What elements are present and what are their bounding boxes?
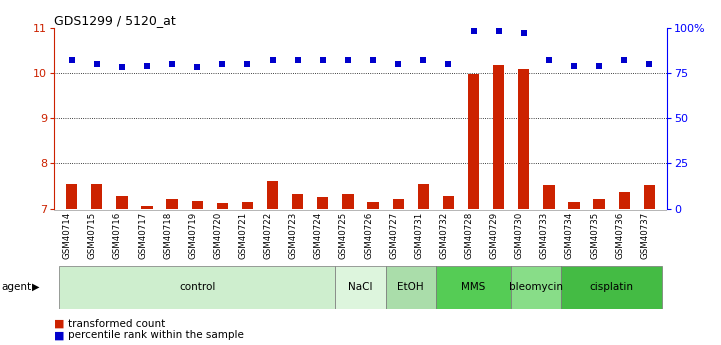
Bar — [468, 74, 479, 209]
Point — [543, 57, 554, 63]
Bar — [392, 199, 404, 209]
Text: ▶: ▶ — [32, 282, 39, 292]
Point — [242, 61, 253, 67]
Text: GSM40737: GSM40737 — [640, 212, 650, 259]
Bar — [368, 202, 379, 209]
Text: MMS: MMS — [461, 282, 486, 292]
Text: GSM40732: GSM40732 — [439, 212, 448, 259]
Text: cisplatin: cisplatin — [590, 282, 634, 292]
Point — [644, 61, 655, 67]
Bar — [342, 194, 353, 209]
Text: transformed count: transformed count — [68, 319, 166, 328]
Text: GSM40716: GSM40716 — [113, 212, 122, 259]
Point — [116, 65, 128, 70]
Bar — [66, 184, 77, 209]
Point — [367, 57, 379, 63]
Bar — [493, 65, 504, 209]
Point — [417, 57, 429, 63]
Text: control: control — [179, 282, 216, 292]
Bar — [335, 266, 386, 309]
Bar — [217, 203, 228, 209]
Text: GSM40720: GSM40720 — [213, 212, 222, 259]
Text: percentile rank within the sample: percentile rank within the sample — [68, 331, 244, 340]
Text: ■: ■ — [54, 319, 65, 328]
Bar — [317, 197, 329, 209]
Text: GSM40728: GSM40728 — [464, 212, 474, 259]
Point — [468, 28, 479, 34]
Text: GSM40717: GSM40717 — [138, 212, 147, 259]
Text: GSM40727: GSM40727 — [389, 212, 398, 259]
Bar — [543, 185, 554, 209]
Point — [267, 57, 278, 63]
Text: GSM40725: GSM40725 — [339, 212, 348, 259]
Point — [342, 57, 354, 63]
Text: ■: ■ — [54, 331, 65, 340]
Point — [141, 63, 153, 68]
Text: EtOH: EtOH — [397, 282, 424, 292]
Text: GSM40735: GSM40735 — [590, 212, 599, 259]
Text: GSM40726: GSM40726 — [364, 212, 373, 259]
Bar — [443, 196, 454, 209]
Point — [493, 28, 505, 34]
Text: NaCl: NaCl — [348, 282, 373, 292]
Point — [216, 61, 228, 67]
Text: GSM40724: GSM40724 — [314, 212, 323, 259]
Bar — [91, 184, 102, 209]
Bar — [593, 199, 605, 209]
Bar — [386, 266, 436, 309]
Bar — [242, 202, 253, 209]
Text: GSM40719: GSM40719 — [188, 212, 198, 259]
Point — [317, 57, 329, 63]
Bar — [167, 199, 178, 209]
Point — [518, 30, 529, 36]
Bar — [568, 202, 580, 209]
Point — [192, 65, 203, 70]
Text: agent: agent — [1, 282, 32, 292]
Text: GSM40731: GSM40731 — [415, 212, 423, 259]
Text: GSM40723: GSM40723 — [288, 212, 298, 259]
Text: GSM40734: GSM40734 — [565, 212, 574, 259]
Text: GSM40733: GSM40733 — [540, 212, 549, 259]
Bar — [192, 200, 203, 209]
Text: GDS1299 / 5120_at: GDS1299 / 5120_at — [54, 14, 176, 27]
Text: GSM40721: GSM40721 — [239, 212, 247, 259]
Point — [619, 57, 630, 63]
Text: GSM40730: GSM40730 — [515, 212, 523, 259]
Bar — [436, 266, 511, 309]
Text: GSM40736: GSM40736 — [615, 212, 624, 259]
Bar — [417, 184, 429, 209]
Bar — [59, 266, 335, 309]
Bar — [267, 181, 278, 209]
Text: bleomycin: bleomycin — [509, 282, 563, 292]
Bar — [644, 185, 655, 209]
Text: GSM40718: GSM40718 — [163, 212, 172, 259]
Bar — [292, 194, 304, 209]
Text: GSM40715: GSM40715 — [88, 212, 97, 259]
Point — [91, 61, 102, 67]
Point — [392, 61, 404, 67]
Bar — [518, 69, 529, 209]
Point — [167, 61, 178, 67]
Point — [443, 61, 454, 67]
Point — [66, 57, 77, 63]
Bar — [619, 191, 630, 209]
Text: GSM40722: GSM40722 — [264, 212, 273, 259]
Bar — [116, 196, 128, 209]
Text: GSM40714: GSM40714 — [63, 212, 71, 259]
Text: GSM40729: GSM40729 — [490, 212, 499, 259]
Point — [292, 57, 304, 63]
Bar — [562, 266, 662, 309]
Point — [568, 63, 580, 68]
Bar — [141, 206, 153, 209]
Point — [593, 63, 605, 68]
Bar — [511, 266, 562, 309]
